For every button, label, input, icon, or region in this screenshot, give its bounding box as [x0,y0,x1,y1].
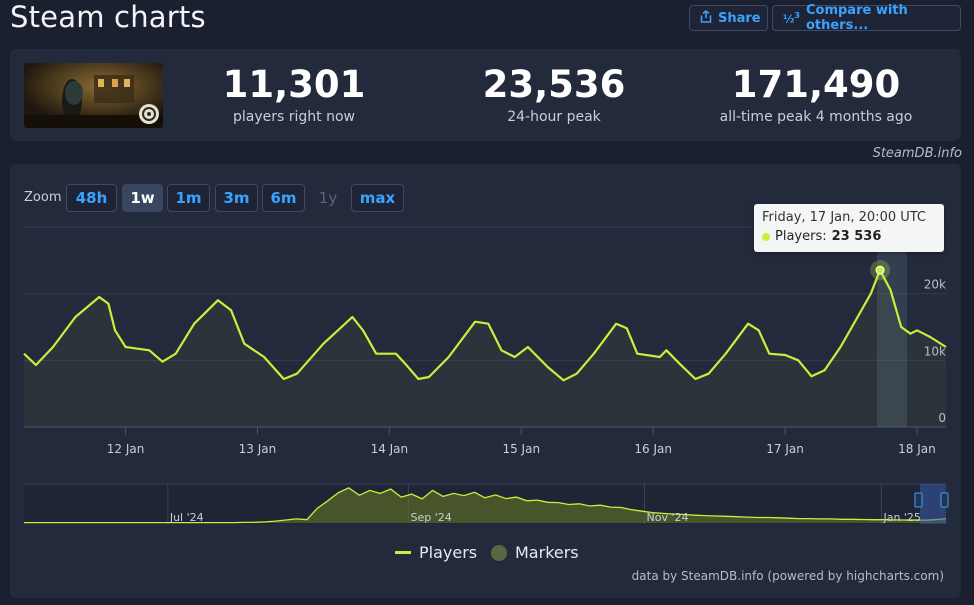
stat-alltime-peak: 171,490 all-time peak 4 months ago [696,63,936,125]
navigator-tick-label: Jul '24 [169,511,204,524]
tooltip: Friday, 17 Jan, 20:00 UTC Players: 23 53… [754,204,944,252]
zoom-48h-button[interactable]: 48h [66,184,117,212]
y-tick-label: 0 [938,411,946,425]
share-icon [700,9,712,27]
stat-current: 11,301 players right now [206,63,382,125]
navigator-tick-label: Sep '24 [410,511,451,524]
game-thumbnail[interactable] [24,63,163,128]
tooltip-value: 23 536 [831,229,882,244]
hover-point [875,265,885,275]
x-tick-label: 14 Jan [371,442,409,456]
legend-players-swatch [395,551,411,554]
tooltip-date: Friday, 17 Jan, 20:00 UTC [762,210,927,225]
y-tick-label: 20k [924,278,946,292]
navigator-line [24,487,947,524]
chart-grid [24,226,946,428]
peak-24h-label: 24-hour peak [507,109,601,125]
y-tick-label: 10k [924,344,946,358]
share-label: Share [718,10,761,26]
tooltip-series-row: Players: 23 536 [762,229,936,244]
tooltip-dot [762,232,770,241]
current-players-value: 11,301 [222,63,366,106]
peak-24h-value: 23,536 [482,63,626,106]
y-axis-labels: 0 10k 20k [924,278,946,425]
zoom-max-button[interactable]: max [351,184,404,212]
legend-markers[interactable]: Markers [491,543,579,562]
legend-players-label: Players [419,543,478,562]
zoom-1m-button[interactable]: 1m [167,184,210,212]
legend-markers-swatch [491,544,507,561]
stats-panel: 11,301 players right now 23,536 24-hour … [10,49,961,141]
x-axis-ticks [125,427,918,435]
compare-icon: ½3 [783,11,800,26]
tooltip-series-label: Players: [775,229,827,244]
players-area [24,270,946,427]
navigator-tick-label: Nov '24 [647,511,689,524]
x-tick-label: 12 Jan [107,442,145,456]
alltime-peak-value: 171,490 [731,63,901,106]
x-tick-label: 13 Jan [239,442,277,456]
navigator-labels: Jul '24 Sep '24 Nov '24 Jan '25 [169,511,921,524]
zoom-3m-button[interactable]: 3m [215,184,258,212]
highcharts-credit[interactable]: data by SteamDB.info (powered by highcha… [631,569,944,583]
page-title: Steam charts [10,0,206,34]
x-tick-label: 18 Jan [898,442,936,456]
zoom-1y-button: 1y [318,189,338,207]
zoom-1w-button[interactable]: 1w [122,184,163,212]
players-series-line [23,269,947,382]
navigator-area [24,487,946,523]
current-players-label: players right now [233,109,355,125]
stat-24h-peak: 23,536 24-hour peak [466,63,642,125]
x-tick-label: 16 Jan [634,442,672,456]
navigator-handle-right [940,492,949,508]
navigator-tick-label: Jan '25 [882,511,920,524]
zoom-6m-button[interactable]: 6m [262,184,305,212]
compare-button[interactable]: ½3 Compare with others... [772,3,961,33]
alltime-peak-label: all-time peak 4 months ago [719,109,913,125]
legend-players[interactable]: Players [395,543,477,562]
steamdb-credit[interactable]: SteamDB.info [872,146,962,161]
navigator-handle-left [914,492,923,508]
zoom-label: Zoom [24,190,62,205]
compare-label: Compare with others... [805,3,908,33]
x-axis-labels: 12 Jan 13 Jan 14 Jan 15 Jan 16 Jan 17 Jan 18 J… [107,442,936,456]
share-button[interactable]: Share [689,5,768,31]
legend-markers-label: Markers [515,543,579,562]
navigator: Jul '24 Sep '24 Nov '24 Jan '25 [24,483,949,524]
x-tick-label: 15 Jan [502,442,540,456]
x-tick-label: 17 Jan [766,442,804,456]
